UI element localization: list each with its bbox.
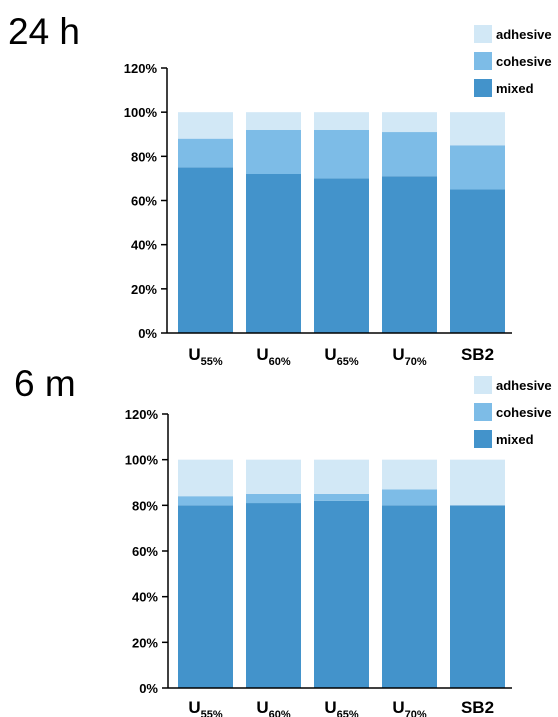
bar-adhesive-5: [450, 459, 505, 506]
category-label: SB2: [461, 345, 494, 364]
bar-mixed-1: [178, 167, 233, 333]
bar-mixed-5: [450, 505, 505, 688]
bar-mixed-2: [246, 174, 301, 333]
legend-label-adhesive: adhesive: [496, 27, 552, 42]
y-tick-label: 60%: [131, 194, 157, 209]
y-tick-label: 100%: [124, 105, 158, 120]
category-label: U70%: [392, 345, 427, 368]
bar-cohesive-4: [382, 489, 437, 506]
chart-panel-2: 6 m U55% U60% U65% U70% SB2 0% 20% 40% 60% 80% 100%…: [14, 363, 552, 717]
y-tick-label: 80%: [131, 149, 157, 164]
category-label: U70%: [392, 698, 427, 717]
bar-mixed-4: [382, 505, 437, 688]
y-tick-label: 20%: [131, 282, 157, 297]
y-tick-label: 120%: [125, 407, 159, 422]
legend: adhesive cohesive mixed: [474, 376, 552, 448]
category-label: U55%: [188, 698, 223, 717]
category-label: U55%: [188, 345, 223, 368]
panel-title: 6 m: [14, 363, 76, 404]
bar-cohesive-2: [246, 493, 301, 504]
legend-swatch-mixed: [474, 430, 492, 448]
y-tick-label: 40%: [131, 238, 157, 253]
bar-adhesive-5: [450, 112, 505, 146]
legend-swatch-adhesive: [474, 376, 492, 394]
bar-mixed-1: [178, 505, 233, 688]
legend-swatch-mixed: [474, 79, 492, 97]
bar-mixed-5: [450, 189, 505, 333]
y-tick-label: 60%: [132, 544, 158, 559]
y-tick-label: 20%: [132, 635, 158, 650]
legend-swatch-cohesive: [474, 52, 492, 70]
bar-mixed-3: [314, 178, 369, 333]
y-tick-label: 0%: [138, 326, 157, 341]
legend-label-mixed: mixed: [496, 432, 534, 447]
bar-cohesive-1: [178, 138, 233, 168]
category-label: SB2: [461, 698, 494, 717]
y-tick-label: 120%: [124, 61, 158, 76]
category-label: U65%: [324, 345, 359, 368]
bar-mixed-4: [382, 176, 437, 333]
bar-adhesive-2: [246, 112, 301, 130]
category-label: U60%: [256, 698, 291, 717]
bar-adhesive-4: [382, 459, 437, 490]
legend-swatch-cohesive: [474, 403, 492, 421]
bar-adhesive-1: [178, 459, 233, 497]
legend-label-cohesive: cohesive: [496, 54, 552, 69]
bar-cohesive-3: [314, 129, 369, 179]
category-label: U65%: [324, 698, 359, 717]
bar-cohesive-2: [246, 129, 301, 174]
bar-cohesive-4: [382, 132, 437, 177]
bar-mixed-3: [314, 500, 369, 688]
bar-adhesive-4: [382, 112, 437, 133]
y-tick-label: 100%: [125, 453, 159, 468]
legend: adhesive cohesive mixed: [474, 25, 552, 97]
bar-cohesive-5: [450, 145, 505, 190]
bar-cohesive-1: [178, 496, 233, 506]
bar-mixed-2: [246, 503, 301, 688]
chart-panel-1: 24 h U55% U60% U65% U70% SB2 0% 20% 40% 60% 80% 100…: [8, 11, 552, 368]
y-tick-label: 80%: [132, 498, 158, 513]
legend-label-cohesive: cohesive: [496, 405, 552, 420]
bar-adhesive-1: [178, 112, 233, 139]
legend-swatch-adhesive: [474, 25, 492, 43]
legend-label-adhesive: adhesive: [496, 378, 552, 393]
category-label: U60%: [256, 345, 291, 368]
bar-cohesive-3: [314, 493, 369, 501]
bar-adhesive-3: [314, 112, 369, 130]
y-tick-label: 0%: [139, 681, 158, 696]
legend-label-mixed: mixed: [496, 81, 534, 96]
bar-adhesive-2: [246, 459, 301, 494]
panel-title: 24 h: [8, 11, 80, 52]
bar-adhesive-3: [314, 459, 369, 494]
y-tick-label: 40%: [132, 590, 158, 605]
